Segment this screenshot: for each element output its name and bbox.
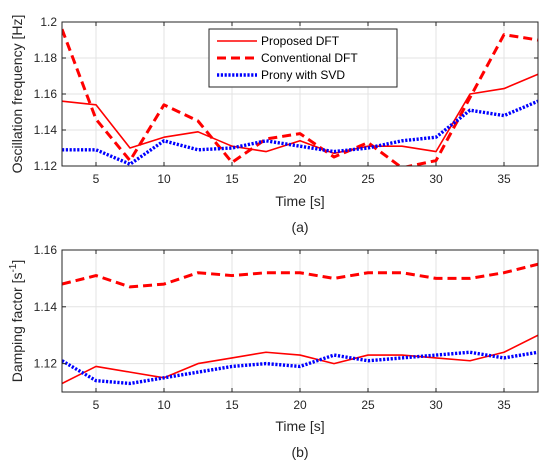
panel-b-x-tick-label: 10: [157, 398, 171, 412]
panel-b-x-tick-label: 5: [93, 398, 100, 412]
panel-b-series: [62, 262, 538, 386]
panel-a-x-tick-label: 25: [361, 172, 375, 186]
panel-b-y-tick-label: 1.14: [34, 300, 58, 314]
panel-b-x-tick-label: 35: [497, 398, 511, 412]
panel-a-series-line-3: [62, 99, 538, 166]
panel-a-x-tick-label: 30: [429, 172, 443, 186]
panel-b-y-label-main: Damping factor [s: [9, 273, 25, 383]
panel-a-caption: (a): [291, 219, 308, 235]
panel-b-ticks: 5 10 15 20 25 30 35 1.12 1.14 1.16: [34, 243, 538, 412]
panel-b-y-label-end: ]: [9, 260, 25, 264]
panel-b-series-line-2: [62, 262, 538, 289]
legend-box: [208, 28, 398, 88]
panel-b-x-tick-label: 30: [429, 398, 443, 412]
panel-a-x-axis-label: Time [s]: [275, 193, 324, 209]
panel-a-x-tick-label: 20: [293, 172, 307, 186]
panel-a-x-tick-label: 10: [157, 172, 171, 186]
panel-a-series-line-2: [62, 28, 538, 166]
panel-b-y-tick-label: 1.16: [34, 243, 58, 257]
panel-b-y-label-sup: -1: [8, 263, 19, 272]
panel-b-chart: 5 10 15 20 25 30 35 1.12 1.14 1.16 Time [s] Dampi…: [8, 243, 539, 460]
panel-a-chart: 5 10 15 20 25 30 35 1.12 1.14 1.16 1.18 1.2 Propose…: [9, 15, 539, 235]
panel-a-y-tick-label: 1.16: [34, 87, 58, 101]
panel-b-series-line-3: [62, 350, 538, 386]
panel-a-ticks: 5 10 15 20 25 30 35 1.12 1.14 1.16 1.18 1.2: [34, 15, 538, 186]
panel-a-x-tick-label: 15: [225, 172, 239, 186]
panel-b-x-tick-label: 15: [225, 398, 239, 412]
legend-entry-3: Prony with SVD: [261, 68, 345, 82]
legend-entry-1: Proposed DFT: [261, 34, 340, 48]
legend-entry-2: Conventional DFT: [261, 51, 358, 65]
panel-a-y-tick-label: 1.18: [34, 51, 58, 65]
panel-b-x-tick-label: 25: [361, 398, 375, 412]
legend: Proposed DFT Conventional DFT Prony with S…: [208, 28, 398, 88]
panel-a-x-tick-label: 5: [93, 172, 100, 186]
panel-a-series: [62, 28, 538, 166]
panel-b-x-tick-label: 20: [293, 398, 307, 412]
panel-a-y-tick-label: 1.12: [34, 159, 58, 173]
panel-a-y-axis-label: Oscillation frequency [Hz]: [9, 15, 25, 174]
panel-b-x-axis-label: Time [s]: [275, 418, 324, 434]
panel-b-y-tick-label: 1.12: [34, 357, 58, 371]
panel-b-y-axis-label: Damping factor [s-1]: [8, 260, 25, 383]
panel-b-series-line-1: [62, 334, 538, 385]
panel-a-y-tick-label: 1.14: [34, 123, 58, 137]
panel-a-x-tick-label: 35: [497, 172, 511, 186]
panel-a-y-tick-label: 1.2: [40, 15, 57, 29]
panel-b-caption: (b): [291, 444, 308, 460]
